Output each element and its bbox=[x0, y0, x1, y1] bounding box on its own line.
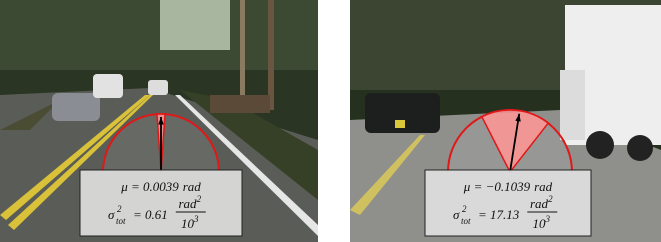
mean-unit: rad bbox=[534, 179, 553, 194]
mean-label: μ = 0.0039 rad bbox=[120, 179, 201, 194]
numerator-unit: rad bbox=[179, 196, 198, 211]
variance-value: = 0.61 bbox=[133, 207, 168, 222]
variance-value: = 17.13 bbox=[478, 207, 520, 222]
variance-label: σ bbox=[453, 207, 460, 222]
sigma: σ bbox=[453, 207, 460, 222]
figure: μ = 0.0039radσ2tot= 0.61rad2103μ = −0.10… bbox=[0, 0, 661, 242]
denominator-base: 10 bbox=[533, 216, 547, 231]
sigma: σ bbox=[108, 207, 115, 222]
numerator-sup: 2 bbox=[197, 194, 202, 204]
mean-value: μ = 0.0039 bbox=[120, 179, 179, 194]
sigma-sup: 2 bbox=[117, 204, 122, 214]
numerator-sup: 2 bbox=[548, 194, 553, 204]
denominator-base: 10 bbox=[181, 216, 195, 231]
sigma-sub: tot bbox=[461, 216, 471, 226]
mean-unit: rad bbox=[183, 179, 202, 194]
numerator-unit: rad bbox=[530, 196, 549, 211]
mean-value: μ = −0.1039 bbox=[463, 179, 531, 194]
denominator-sup: 3 bbox=[193, 214, 199, 224]
sigma-sub: tot bbox=[116, 216, 126, 226]
sigma-sup: 2 bbox=[462, 204, 467, 214]
denominator-sup: 3 bbox=[545, 214, 551, 224]
variance-label: σ bbox=[108, 207, 115, 222]
